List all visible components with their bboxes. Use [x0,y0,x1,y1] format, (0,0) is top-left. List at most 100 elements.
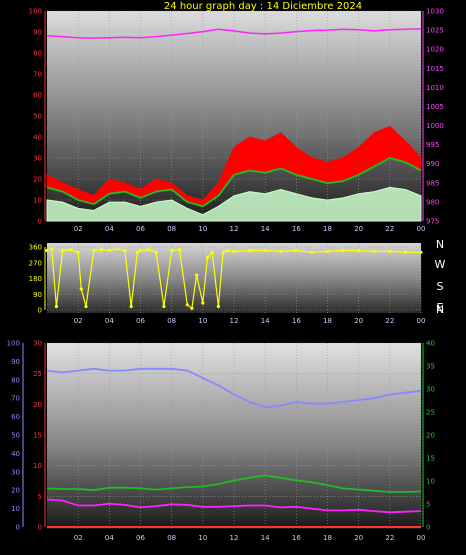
wind-axis-tick-label: 90 [33,29,42,37]
rain-axis-tick-label: 40 [426,340,435,348]
pressure-axis-tick-label: 990 [426,160,439,168]
direction-panel-x-tick-label: 20 [354,317,363,325]
humidity-series [46,367,422,409]
wind-panel-x-tick-label: 02 [74,225,83,233]
pressure-axis-tick-label: 985 [426,179,439,187]
humidity-axis-tick-label: 30 [11,468,20,476]
direction-panel-x-tick-label: 10 [198,317,207,325]
pressure-axis-tick-label: 995 [426,141,439,149]
rain-axis-tick-label: 5 [426,501,430,509]
direction-axis-tick-label: 270 [29,259,42,267]
pressure-axis-tick-label: 1015 [426,65,444,73]
direction-panel-x-tick-label: 16 [292,317,301,325]
wind-panel-x-tick-label: 18 [323,225,332,233]
direction-panel-x-tick-label: 06 [136,317,145,325]
wind-axis-tick-label: 100 [29,8,42,16]
rain-axis-tick-label: 20 [426,432,435,440]
direction-panel-x-tick-label: 00 [417,317,426,325]
rain-axis-tick-label: 35 [426,363,435,371]
temp-axis-tick-label: 0 [38,524,42,532]
dewpoint-series [46,498,422,514]
temp-panel-x-tick-label: 18 [323,534,332,542]
humidity-axis-tick-label: 100 [7,340,20,348]
temp-axis-tick-label: 30 [33,340,42,348]
wind-axis-tick-label: 50 [33,113,42,121]
wind-axis-tick-label: 40 [33,134,42,142]
pressure-axis-tick-label: 1010 [426,84,444,92]
humidity-axis-tick-label: 10 [11,505,20,513]
wind-panel-x-tick-label: 06 [136,225,145,233]
compass-label: S [437,280,444,293]
humidity-axis-tick-label: 70 [11,395,20,403]
wind-panel-x-tick-label: 08 [167,225,176,233]
temp-panel-x-tick-label: 08 [167,534,176,542]
pressure-axis-tick-label: 1030 [426,8,444,16]
direction-series [46,247,421,310]
temp-panel-x-tick-label: 14 [261,534,270,542]
temp-panel-x-tick-label: 20 [354,534,363,542]
temp-panel-x-tick-label: 02 [74,534,83,542]
temp-panel-x-tick-label: 12 [230,534,239,542]
wind-panel-x-tick-label: 16 [292,225,301,233]
wind-axis-tick-label: 30 [33,155,42,163]
temp-axis-tick-label: 5 [38,493,42,501]
direction-panel-x-tick-label: 14 [261,317,270,325]
compass-label: N [436,303,444,316]
humidity-axis-tick-label: 60 [11,413,20,421]
wind-panel-x-tick-label: 20 [354,225,363,233]
direction-panel-x-tick-label: 04 [105,317,114,325]
direction-panel-x-tick-label: 12 [230,317,239,325]
rain-axis-tick-label: 10 [426,478,435,486]
direction-axis-tick-label: 180 [29,275,42,283]
compass-label: W [435,258,446,271]
temp-panel-x-tick-label: 06 [136,534,145,542]
direction-panel-x-tick-label: 02 [74,317,83,325]
pressure-axis-tick-label: 1025 [426,27,444,35]
temp-panel-x-tick-label: 22 [385,534,394,542]
pressure-axis-tick-label: 975 [426,218,439,226]
rain-axis-tick-label: 15 [426,455,435,463]
pressure-axis-tick-label: 1020 [426,46,444,54]
wind-average-series [46,157,422,208]
pressure-series [46,28,422,39]
wind-axis-tick-label: 20 [33,176,42,184]
wind-axis-tick-label: 80 [33,50,42,58]
compass-label: N [436,238,444,251]
humidity-axis-tick-label: 20 [11,487,20,495]
rain-axis-tick-label: 0 [426,524,430,532]
temp-panel-x-tick-label: 10 [198,534,207,542]
direction-axis-tick-label: 90 [33,291,42,299]
rain-axis-tick-label: 25 [426,409,435,417]
compass-label: E [437,301,444,314]
temp-axis-tick-label: 10 [33,462,42,470]
wind-axis-tick-label: 70 [33,71,42,79]
humidity-axis-tick-label: 90 [11,358,20,366]
temp-axis-tick-label: 15 [33,432,42,440]
wind-panel-x-tick-label: 00 [417,225,426,233]
wind-axis-tick-label: 10 [33,197,42,205]
direction-panel-x-tick-label: 22 [385,317,394,325]
wind-panel-x-tick-label: 10 [198,225,207,233]
pressure-axis-tick-label: 1005 [426,103,444,111]
wind-axis-tick-label: 60 [33,92,42,100]
wind-speed-series [46,186,422,222]
temp-axis-tick-label: 20 [33,401,42,409]
wind-panel-x-tick-label: 12 [230,225,239,233]
direction-axis-tick-label: 0 [38,307,42,315]
wind-panel-x-tick-label: 22 [385,225,394,233]
temp-panel-x-tick-label: 00 [417,534,426,542]
chart-title: 24 hour graph day : 14 Diciembre 2024 [164,1,362,12]
temperature-series [46,474,422,493]
pressure-axis-tick-label: 980 [426,198,439,206]
rain-axis-tick-label: 30 [426,386,435,394]
humidity-axis-tick-label: 80 [11,376,20,384]
humidity-axis-tick-label: 50 [11,432,20,440]
pressure-axis-tick-label: 1000 [426,122,444,130]
temp-panel-x-tick-label: 04 [105,534,114,542]
direction-panel-x-tick-label: 08 [167,317,176,325]
direction-panel-background [47,243,421,313]
wind-axis-tick-label: 0 [38,218,42,226]
direction-panel-x-tick-label: 18 [323,317,332,325]
wind-panel-x-tick-label: 04 [105,225,114,233]
